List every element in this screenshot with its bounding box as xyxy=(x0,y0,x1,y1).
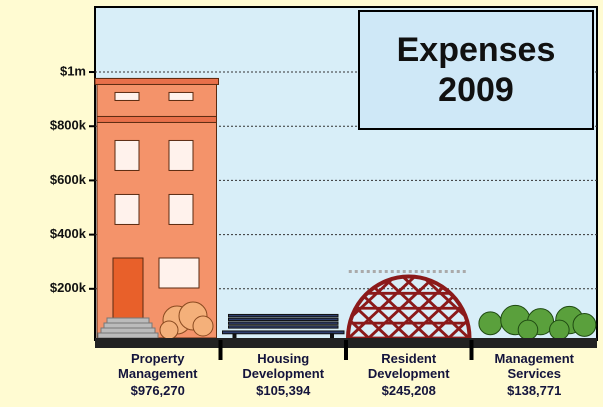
strut xyxy=(348,276,400,339)
bush xyxy=(517,319,539,341)
door xyxy=(112,257,144,319)
seat xyxy=(222,330,345,335)
window xyxy=(114,91,140,101)
value-label: $976,270 xyxy=(130,383,185,398)
bush xyxy=(549,319,570,341)
bar xyxy=(222,313,345,338)
dome-outline xyxy=(346,274,472,339)
window xyxy=(114,139,140,171)
bush xyxy=(478,311,503,336)
y-tick-label: $400k xyxy=(50,226,87,241)
strut xyxy=(447,276,469,339)
divider xyxy=(469,340,474,360)
band xyxy=(96,115,217,123)
y-tick-label: $600k xyxy=(50,172,87,187)
slat xyxy=(228,317,339,322)
leg xyxy=(232,333,237,338)
window xyxy=(114,193,140,225)
window xyxy=(168,193,194,225)
divider xyxy=(344,340,348,360)
divider xyxy=(218,340,223,360)
slat xyxy=(228,313,339,318)
leg xyxy=(330,333,334,338)
slat xyxy=(228,321,339,325)
step xyxy=(103,322,153,329)
y-tick-label: $1m xyxy=(60,63,86,78)
window xyxy=(168,91,194,101)
x-tick-label: Housing Development xyxy=(242,351,325,381)
value-label: $105,394 xyxy=(256,383,311,398)
value-label: $245,208 xyxy=(381,383,436,398)
strut xyxy=(377,276,450,339)
shrub xyxy=(192,315,214,337)
y-tick-label: $200k xyxy=(50,280,87,295)
value-label: $138,771 xyxy=(507,383,562,398)
window xyxy=(168,139,194,171)
step xyxy=(100,327,156,334)
step xyxy=(97,332,159,339)
bar xyxy=(478,304,597,341)
strut xyxy=(348,276,370,339)
window xyxy=(158,257,200,289)
bush xyxy=(572,313,597,337)
chart-title: Expenses 2009 xyxy=(358,10,594,130)
cornice xyxy=(94,77,219,85)
strut xyxy=(348,276,420,339)
strut xyxy=(367,276,440,339)
x-tick-label: Management Services xyxy=(494,351,574,381)
strut xyxy=(397,276,469,339)
slat xyxy=(228,325,339,329)
y-tick-label: $800k xyxy=(50,118,87,133)
bar xyxy=(94,77,219,340)
shrub xyxy=(159,320,179,340)
step xyxy=(106,317,150,324)
strut xyxy=(417,276,469,339)
x-tick-label: Property Management xyxy=(118,351,198,381)
x-tick-label: Resident Development xyxy=(367,351,450,381)
